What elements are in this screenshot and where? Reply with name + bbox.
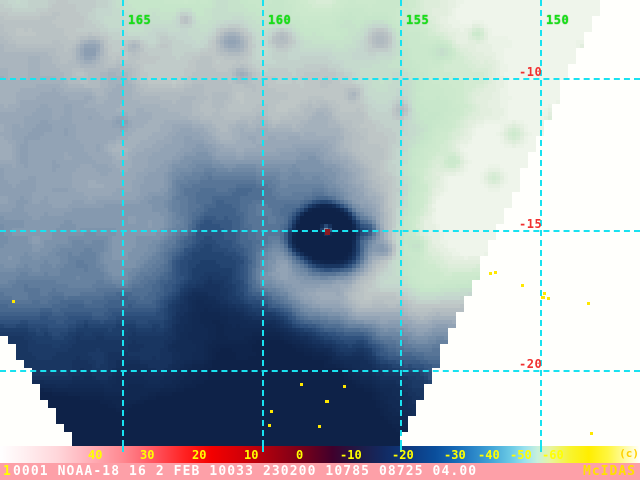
storm-center-marker xyxy=(325,229,330,235)
colorbar-label-minus30: -30 xyxy=(444,448,466,462)
coastline-speck xyxy=(541,296,545,299)
gridline-latitude--15 xyxy=(0,230,640,232)
coastline-speck xyxy=(343,385,346,388)
colorbar-tickmark xyxy=(262,446,264,452)
brand-label: McIDAS xyxy=(583,464,636,479)
colorbar-label-minus10: -10 xyxy=(340,448,362,462)
satellite-image-canvas[interactable] xyxy=(0,0,640,446)
coastline-speck xyxy=(489,272,492,275)
coastline-speck xyxy=(587,302,590,305)
coastline-speck xyxy=(547,297,550,300)
coastline-speck xyxy=(521,284,524,287)
image-metadata-label: 0001 NOAA-18 16 2 FEB 10033 230200 10785… xyxy=(13,464,478,479)
colorbar-label-20: 20 xyxy=(192,448,207,462)
coastline-speck xyxy=(590,432,593,435)
colorbar-label-30: 30 xyxy=(140,448,155,462)
colorbar-label-minus60: -60 xyxy=(542,448,564,462)
coastline-speck xyxy=(270,410,273,413)
loop-number-label: 1 xyxy=(3,464,11,479)
longitude-label-160: 160 xyxy=(268,13,292,27)
gridline-longitude-160 xyxy=(262,0,264,446)
gridline-longitude-155 xyxy=(400,0,402,446)
colorbar-gradient xyxy=(0,446,640,463)
satellite-image-panel[interactable]: 165 160 155 150 -10 -15 -20 xyxy=(0,0,640,446)
coastline-speck xyxy=(325,400,329,403)
latitude-label-minus10: -10 xyxy=(519,65,543,79)
longitude-label-165: 165 xyxy=(128,13,152,27)
latitude-label-minus15: -15 xyxy=(519,217,543,231)
colorbar-tickmark xyxy=(540,446,542,452)
colorbar-tickmark xyxy=(122,446,124,452)
longitude-label-150: 150 xyxy=(546,13,570,27)
temperature-colorbar[interactable]: 40 30 20 10 0 -10 -20 -30 -40 -50 -60 (c) xyxy=(0,446,640,463)
colorbar-label-40: 40 xyxy=(88,448,103,462)
copyright-mark: (c) xyxy=(619,447,639,460)
gridline-longitude-165 xyxy=(122,0,124,446)
colorbar-label-0: 0 xyxy=(296,448,304,462)
coastline-speck xyxy=(494,271,497,274)
coastline-speck xyxy=(12,300,15,303)
colorbar-tickmark xyxy=(400,446,402,452)
latitude-label-minus20: -20 xyxy=(519,357,543,371)
coastline-speck xyxy=(318,425,321,428)
colorbar-label-minus40: -40 xyxy=(478,448,500,462)
gridline-latitude--10 xyxy=(0,78,640,80)
coastline-speck xyxy=(300,383,303,386)
coastline-speck xyxy=(543,292,546,295)
colorbar-label-minus20: -20 xyxy=(392,448,414,462)
status-bar[interactable]: 1 0001 NOAA-18 16 2 FEB 10033 230200 107… xyxy=(0,463,640,480)
coastline-speck xyxy=(268,424,271,427)
colorbar-label-10: 10 xyxy=(244,448,259,462)
gridline-latitude--20 xyxy=(0,370,640,372)
longitude-label-155: 155 xyxy=(406,13,430,27)
colorbar-label-minus50: -50 xyxy=(510,448,532,462)
gridline-longitude-150 xyxy=(540,0,542,446)
